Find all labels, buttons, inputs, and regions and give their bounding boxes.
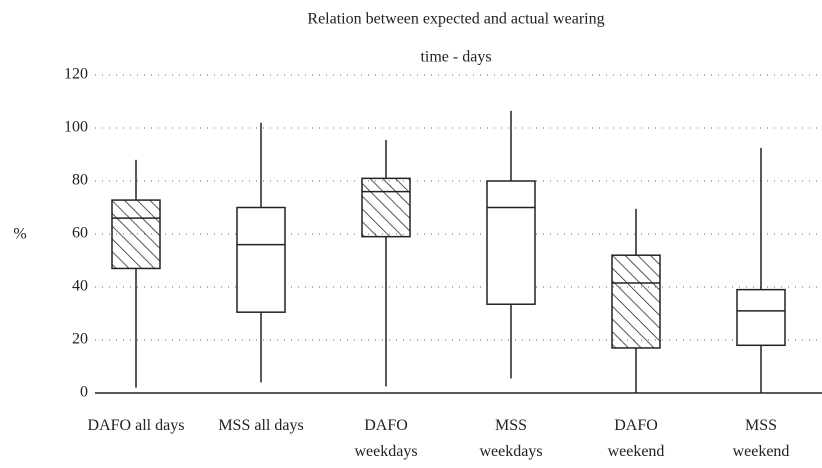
x-tick-label: MSS weekdays [479,417,543,460]
y-tick-label: 0 [80,384,88,401]
x-tick-label: DAFO all days [87,417,185,434]
y-tick-label: 20 [72,331,88,348]
y-tick-label: 40 [72,278,88,295]
chart-title: Relation between expected and actual wea… [307,11,604,28]
x-tick-label: MSS all days [218,417,304,434]
box [611,254,661,349]
box [236,206,286,313]
y-tick-label: 120 [64,66,88,83]
box [361,177,411,238]
y-axis-label: % [13,226,26,243]
box [736,288,786,347]
x-tick-label: DAFO weekend [607,417,665,460]
x-tick-label: MSS weekend [732,417,790,460]
box [111,199,161,270]
x-tick-label: DAFO weekdays [354,417,418,460]
y-tick-label: 80 [72,172,88,189]
y-tick-label: 60 [72,225,88,242]
y-tick-label: 100 [64,119,88,136]
chart-title: time - days [420,49,491,66]
box [486,180,536,305]
